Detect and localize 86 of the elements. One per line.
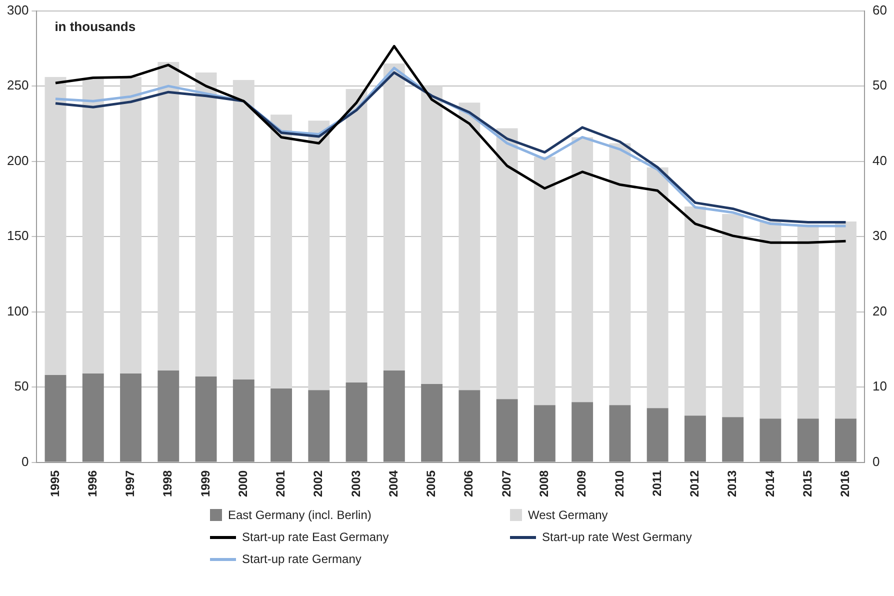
x-tick-label: 2007 — [499, 470, 514, 498]
bar — [835, 222, 856, 419]
x-tick-label: 2016 — [838, 470, 852, 498]
x-tick-label: 2014 — [762, 470, 777, 498]
bar — [496, 128, 518, 400]
bar — [760, 418, 782, 462]
x-tick-label: 2003 — [348, 470, 363, 498]
x-tick-label: 2008 — [537, 470, 551, 498]
x-tick-label: 2011 — [650, 470, 664, 496]
x-tick-label: 2001 — [274, 470, 288, 498]
y2-tick-label: 10 — [872, 378, 888, 394]
y2-tick-label: 20 — [872, 303, 888, 318]
bar — [308, 120, 330, 390]
bar — [232, 380, 254, 462]
bar — [82, 78, 104, 374]
y-tick-label: 250 — [6, 78, 29, 93]
x-tick-label: 2013 — [725, 470, 740, 498]
bar — [722, 214, 744, 418]
x-tick-label: 1999 — [198, 470, 212, 498]
y-tick-label: 200 — [6, 152, 29, 168]
bar — [572, 402, 594, 462]
x-tick-label: 2006 — [462, 470, 476, 498]
bar — [534, 156, 556, 406]
bar — [572, 137, 594, 402]
y-tick-label: 50 — [14, 378, 29, 394]
bar — [797, 418, 819, 462]
bar — [195, 72, 217, 377]
bar — [120, 374, 142, 462]
bar — [496, 399, 518, 462]
bar — [458, 102, 480, 390]
x-tick-label: 2002 — [311, 470, 326, 498]
bar — [195, 376, 217, 462]
bar — [421, 86, 443, 384]
bar — [120, 77, 142, 374]
bar — [158, 370, 180, 462]
bar — [346, 89, 368, 383]
bar — [646, 408, 668, 462]
bar — [44, 375, 66, 462]
y-tick-label: 100 — [6, 303, 29, 318]
legend-label: Start-up rate Germany — [242, 552, 362, 566]
bar — [82, 374, 104, 462]
x-tick-label: 1998 — [160, 470, 175, 498]
bar — [835, 418, 856, 462]
y-tick-label: 0 — [21, 454, 29, 469]
legend-label: Start-up rate East Germany — [242, 530, 389, 544]
legend-label: West Germany — [528, 508, 608, 522]
legend-label: Start-up rate West Germany — [542, 530, 692, 544]
bar — [534, 405, 556, 462]
y2-tick-label: 40 — [872, 152, 888, 168]
bar — [232, 80, 254, 380]
bar — [684, 206, 706, 416]
bar — [421, 384, 443, 462]
annotation: in thousands — [54, 18, 136, 34]
x-tick-label: 1997 — [123, 470, 138, 498]
bar — [609, 143, 631, 406]
bar — [722, 417, 744, 462]
x-tick-label: 1995 — [48, 470, 62, 498]
bar — [797, 224, 819, 419]
x-tick-label: 2009 — [574, 470, 589, 498]
y2-tick-label: 60 — [872, 2, 888, 18]
bar — [383, 63, 405, 370]
bar — [44, 77, 66, 376]
y2-tick-label: 30 — [872, 228, 888, 244]
y2-tick-label: 50 — [872, 78, 888, 93]
y-tick-label: 150 — [6, 228, 29, 244]
y2-tick-label: 0 — [872, 454, 880, 469]
bar — [383, 370, 405, 462]
bar — [646, 167, 668, 408]
x-tick-label: 2015 — [800, 470, 814, 498]
x-tick-label: 1996 — [85, 470, 100, 498]
bar — [270, 388, 292, 462]
bar — [458, 390, 480, 462]
bar — [346, 382, 368, 462]
bar — [158, 62, 180, 370]
legend-label: East Germany (incl. Berlin) — [228, 508, 372, 522]
x-tick-label: 2010 — [612, 470, 626, 498]
x-tick-label: 2004 — [386, 470, 400, 498]
bar — [760, 222, 782, 419]
bar — [684, 416, 706, 462]
bar — [609, 405, 631, 462]
y-tick-label: 300 — [6, 2, 29, 18]
x-tick-label: 2000 — [236, 470, 250, 498]
bar — [270, 114, 292, 389]
bar — [308, 390, 330, 462]
x-tick-label: 2012 — [688, 470, 702, 498]
x-tick-label: 2005 — [424, 470, 438, 498]
